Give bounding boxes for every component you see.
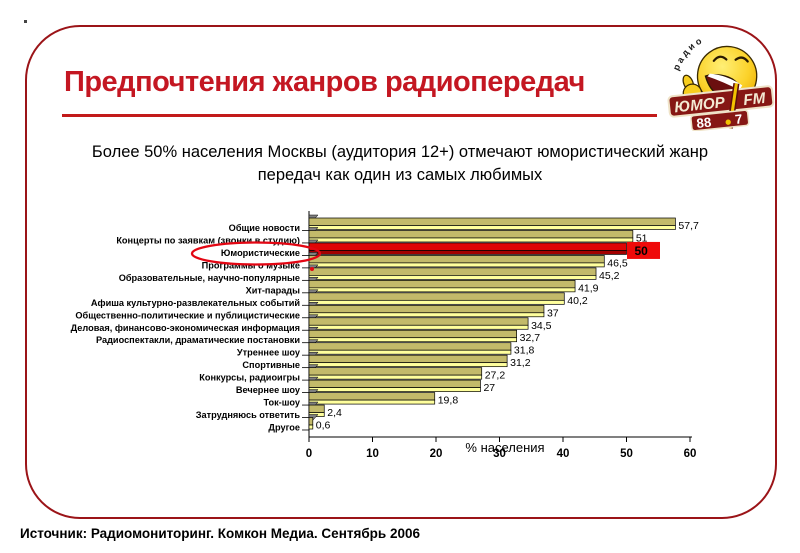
category-label: Концерты по заявкам (звонки в студию) bbox=[116, 235, 300, 245]
bar-shade bbox=[308, 337, 517, 343]
logo-freq-right: 7 bbox=[734, 111, 743, 127]
bar bbox=[308, 342, 512, 351]
value-label: 37 bbox=[547, 307, 559, 319]
category-label: Общие новости bbox=[229, 223, 301, 233]
x-tick-label: 20 bbox=[430, 448, 443, 460]
value-label: 34,5 bbox=[531, 320, 552, 332]
category-label: Общественно-политические и публицистичес… bbox=[75, 310, 300, 320]
bar bbox=[308, 404, 325, 413]
bar-shade bbox=[308, 374, 483, 380]
x-tick-label: 0 bbox=[306, 448, 312, 460]
bar-shade bbox=[308, 225, 676, 230]
value-label: 57,7 bbox=[678, 220, 699, 232]
bar-shade bbox=[308, 275, 597, 280]
title-underline bbox=[62, 114, 657, 117]
x-tick-label: 50 bbox=[620, 448, 633, 460]
bar bbox=[308, 280, 576, 289]
bar-highlight bbox=[308, 242, 627, 251]
category-label: Утреннее шоу bbox=[237, 348, 301, 358]
x-tick-label: 60 bbox=[684, 448, 697, 460]
category-label: Радиоспектакли, драматические постановки bbox=[96, 335, 300, 345]
category-label: Хит-парады bbox=[246, 285, 301, 295]
bar bbox=[308, 255, 605, 264]
category-label: Деловая, финансово-экономическая информа… bbox=[71, 323, 300, 333]
bar bbox=[308, 217, 676, 226]
mic-dot-icon bbox=[725, 119, 731, 125]
x-tick-label: 10 bbox=[366, 448, 379, 460]
highlight-ellipse bbox=[190, 241, 322, 266]
x-axis-title: % населения bbox=[465, 440, 544, 455]
category-label: Конкурсы, радиоигры bbox=[199, 373, 300, 383]
bar-shade bbox=[308, 250, 627, 255]
value-label: 27,2 bbox=[485, 370, 506, 382]
value-label: 46,5 bbox=[607, 257, 628, 269]
logo-banner-left: ЮМОР bbox=[674, 94, 727, 116]
page-title: Предпочтения жанров радиопередач bbox=[64, 66, 585, 98]
category-label: Затрудняюсь ответить bbox=[196, 410, 301, 420]
bar bbox=[308, 304, 545, 314]
value-label: 50 bbox=[635, 244, 649, 258]
value-label: 41,9 bbox=[578, 282, 599, 294]
x-tick-label: 30 bbox=[493, 448, 506, 460]
bar bbox=[308, 392, 436, 401]
value-label: 40,2 bbox=[567, 295, 588, 307]
logo-frequency-plate bbox=[690, 109, 750, 131]
slide-border bbox=[25, 25, 777, 519]
bar bbox=[308, 329, 517, 339]
highlight-value-box bbox=[627, 241, 660, 259]
bar bbox=[308, 354, 508, 364]
x-tick-label: 40 bbox=[557, 448, 570, 460]
source-note: Источник: Радиомониторинг. Комкон Медиа.… bbox=[20, 526, 421, 541]
value-label: 2,4 bbox=[327, 407, 342, 419]
value-label: 31,2 bbox=[510, 357, 531, 369]
bar-shade bbox=[308, 362, 508, 368]
category-label: Юмористические bbox=[221, 248, 300, 258]
bar bbox=[308, 379, 481, 388]
logo-banner: ЮМОР FM 88 7 bbox=[667, 82, 775, 131]
bar-shade bbox=[308, 262, 605, 268]
highlight-ellipse-dot bbox=[310, 267, 314, 271]
bar-shade bbox=[308, 399, 436, 405]
value-label: 45,2 bbox=[599, 270, 620, 282]
category-label: Ток-шоу bbox=[263, 398, 300, 408]
subtitle-line-2: передач как один из самых любимых bbox=[257, 166, 543, 184]
value-label: 32,7 bbox=[520, 332, 541, 344]
category-label: Вечернее шоу bbox=[236, 385, 301, 395]
bar-shade bbox=[308, 237, 634, 243]
bar bbox=[308, 367, 483, 376]
bar-shade bbox=[308, 299, 565, 305]
bar bbox=[308, 417, 314, 426]
bar-shade bbox=[308, 387, 481, 392]
category-label: Другое bbox=[268, 423, 300, 433]
bar-shade bbox=[308, 424, 314, 430]
bar-shade bbox=[308, 324, 529, 330]
bar bbox=[308, 230, 634, 239]
value-label: 19,8 bbox=[438, 395, 459, 407]
value-label: 51 bbox=[636, 232, 648, 244]
category-label: Образовательные, научно-популярные bbox=[119, 273, 300, 283]
corner-dot bbox=[24, 20, 27, 23]
logo-banner-right: FM bbox=[742, 90, 766, 109]
bar-shade bbox=[308, 312, 545, 318]
value-label: 27 bbox=[483, 382, 495, 394]
subtitle-line-1: Более 50% населения Москвы (аудитория 12… bbox=[91, 143, 709, 161]
bar bbox=[308, 292, 565, 301]
bar bbox=[308, 267, 597, 276]
bar-shade bbox=[308, 349, 512, 355]
value-label: 0,6 bbox=[316, 420, 331, 432]
bar bbox=[308, 317, 529, 326]
value-label: 31,8 bbox=[514, 345, 535, 357]
logo-freq-left: 88 bbox=[696, 115, 712, 131]
radio-humor-fm-logo: радио ЮМОР FM 88 7 bbox=[667, 35, 775, 131]
slide-subtitle: Более 50% населения Москвы (аудитория 12… bbox=[40, 141, 760, 187]
category-label: Афиша культурно-развлекательных событий bbox=[91, 298, 300, 308]
bar-shade bbox=[308, 287, 576, 293]
category-label: Спортивные bbox=[242, 360, 300, 370]
